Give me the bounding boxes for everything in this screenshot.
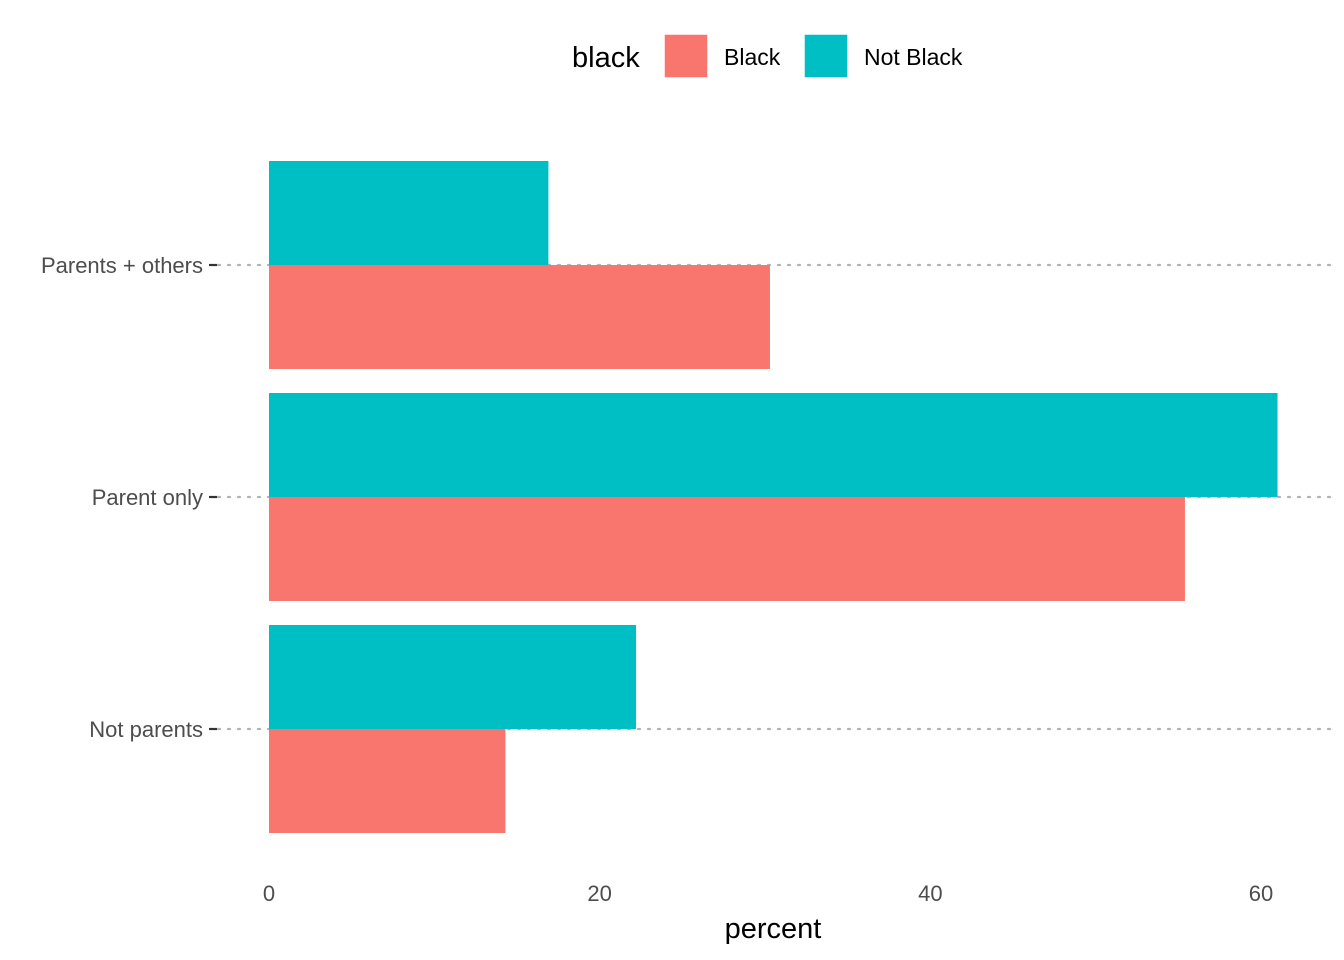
bar-black-2 [269,729,506,833]
bar-not-black-0 [269,161,549,265]
bar-black-0 [269,265,770,369]
x-tick-label-2: 40 [918,881,942,906]
bars [269,161,1278,833]
x-tick-label-1: 20 [587,881,611,906]
bar-black-1 [269,497,1185,601]
y-axis: Parents + others Parent only Not parents [41,253,217,742]
y-tick-label-2: Not parents [89,717,203,742]
legend-label-0: Black [724,44,781,70]
bar-not-black-1 [269,393,1278,497]
x-tick-label-3: 60 [1249,881,1273,906]
legend-swatch-0 [663,33,709,79]
y-tick-label-1: Parent only [92,485,203,510]
y-tick-label-0: Parents + others [41,253,203,278]
bar-not-black-2 [269,625,637,729]
x-axis-title: percent [725,913,822,945]
x-axis: 0 20 40 60 [263,881,1273,906]
legend-swatch-1 [803,33,849,79]
legend-label-1: Not Black [864,44,963,70]
legend-title: black [572,42,640,74]
x-tick-label-0: 0 [263,881,275,906]
legend: black Black Not Black [572,33,963,79]
